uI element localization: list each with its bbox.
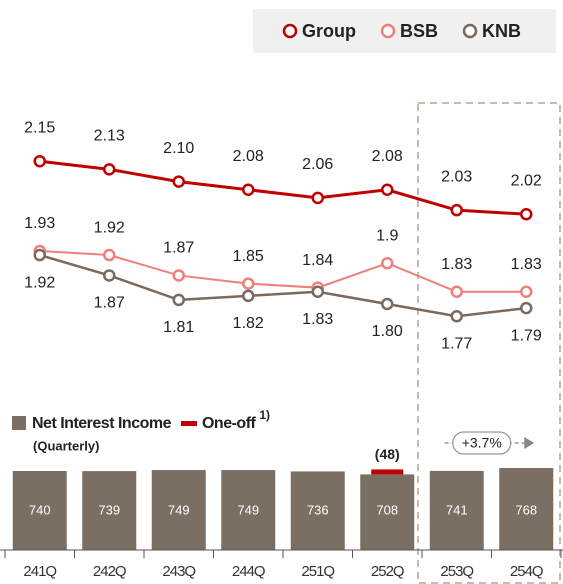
x-tick-label: 241Q bbox=[23, 563, 56, 580]
point bbox=[242, 277, 255, 290]
point bbox=[450, 203, 463, 217]
point bbox=[450, 285, 463, 299]
series-line bbox=[39, 159, 527, 216]
point bbox=[33, 248, 46, 262]
data-label: 1.92 bbox=[24, 274, 55, 291]
data-label: 2.10 bbox=[163, 140, 194, 157]
data-label: 1.93 bbox=[24, 215, 55, 232]
data-label: 2.08 bbox=[372, 148, 403, 165]
point bbox=[103, 248, 116, 262]
point bbox=[381, 256, 394, 270]
point bbox=[311, 285, 324, 299]
bar bbox=[290, 471, 345, 550]
series-line bbox=[39, 249, 527, 293]
point bbox=[103, 163, 116, 176]
point bbox=[242, 289, 255, 303]
data-label: 1.83 bbox=[441, 256, 472, 273]
one-off-bar bbox=[371, 469, 404, 475]
arrow-head bbox=[524, 437, 535, 449]
annotation-pill bbox=[452, 431, 512, 455]
point bbox=[520, 285, 533, 299]
point bbox=[520, 301, 533, 315]
legend-marker bbox=[380, 23, 396, 39]
bar-label: 736 bbox=[307, 502, 329, 517]
bar-label: 740 bbox=[29, 502, 51, 517]
legend-marker bbox=[282, 23, 298, 39]
data-label: (48) bbox=[375, 446, 400, 462]
data-label: 1.83 bbox=[302, 311, 333, 328]
data-label: 2.02 bbox=[511, 172, 542, 189]
bar bbox=[221, 470, 276, 550]
data-label: 1.82 bbox=[233, 315, 264, 332]
data-label: 1.9 bbox=[376, 227, 398, 244]
bar bbox=[499, 468, 554, 550]
data-label: 1.77 bbox=[441, 335, 472, 352]
point bbox=[172, 293, 185, 307]
data-label: 1.83 bbox=[511, 256, 542, 273]
data-label: 1.87 bbox=[94, 295, 125, 312]
data-label: 1.87 bbox=[163, 240, 194, 257]
point bbox=[33, 154, 46, 168]
bar-label: 749 bbox=[168, 502, 190, 517]
point bbox=[381, 183, 394, 197]
x-tick-label: 252Q bbox=[371, 563, 404, 580]
x-tick-label: 253Q bbox=[440, 563, 473, 580]
legend-label: Group bbox=[302, 21, 356, 41]
data-label: 1.81 bbox=[163, 319, 194, 336]
x-tick-label: 243Q bbox=[162, 563, 195, 580]
data-label: 2.15 bbox=[24, 119, 55, 136]
legend-note: (Quarterly) bbox=[33, 438, 99, 453]
legend-swatch bbox=[180, 421, 197, 426]
bar-label: 741 bbox=[446, 502, 468, 517]
data-label: 1.84 bbox=[302, 252, 333, 269]
annotation: +3.7% bbox=[462, 435, 502, 451]
bar-label: 739 bbox=[98, 502, 120, 517]
data-label: 1.92 bbox=[94, 219, 125, 236]
series-line bbox=[39, 253, 527, 318]
legend-label: BSB bbox=[400, 21, 438, 41]
legend-label: One-off bbox=[202, 415, 257, 432]
point bbox=[450, 309, 463, 323]
legend-label: KNB bbox=[482, 21, 521, 41]
legend-label: Net Interest Income bbox=[32, 415, 172, 432]
data-label: 1.80 bbox=[372, 323, 403, 340]
bar-label: 749 bbox=[237, 502, 259, 517]
data-label: 1.85 bbox=[233, 248, 264, 265]
bar bbox=[82, 471, 137, 550]
data-label: 2.06 bbox=[302, 156, 333, 173]
point bbox=[311, 191, 324, 205]
legend-marker bbox=[462, 23, 478, 39]
legend-box bbox=[253, 9, 556, 53]
x-tick-label: 244Q bbox=[232, 563, 265, 580]
point bbox=[103, 269, 116, 282]
bar-label: 768 bbox=[515, 502, 537, 517]
data-label: 2.08 bbox=[233, 148, 264, 165]
point bbox=[172, 175, 185, 188]
bar bbox=[429, 470, 484, 550]
bar bbox=[360, 474, 415, 550]
bar bbox=[151, 470, 206, 550]
x-tick-label: 251Q bbox=[301, 563, 334, 580]
x-tick-label: 254Q bbox=[510, 563, 543, 580]
point bbox=[381, 297, 394, 311]
footnote-marker: 1) bbox=[259, 408, 270, 422]
x-tick-label: 242Q bbox=[93, 563, 126, 580]
point bbox=[242, 183, 255, 197]
data-label: 1.79 bbox=[511, 327, 542, 344]
legend-swatch bbox=[12, 416, 26, 430]
bar bbox=[12, 471, 67, 550]
data-label: 2.13 bbox=[94, 128, 125, 145]
data-label: 2.03 bbox=[441, 168, 472, 185]
bar-label: 708 bbox=[376, 502, 398, 517]
point bbox=[172, 269, 185, 282]
point bbox=[520, 207, 533, 221]
